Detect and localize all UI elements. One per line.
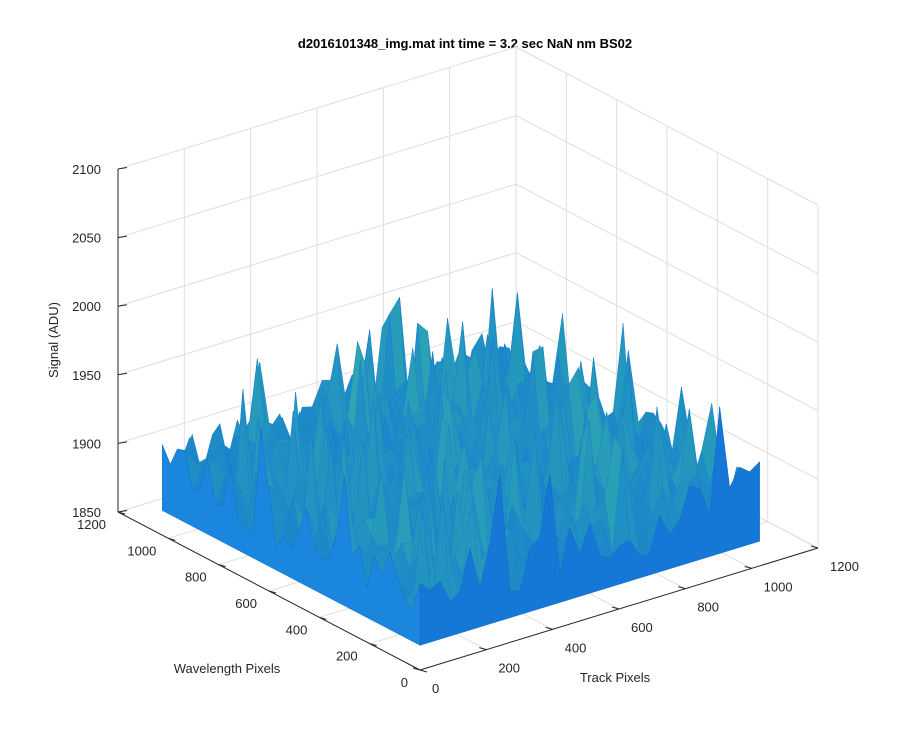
y-tick-mark	[168, 537, 176, 541]
grid-line-z-wall-b	[515, 46, 819, 206]
z-tick-mark	[117, 235, 128, 239]
grid-line-z-wall-b	[515, 115, 819, 275]
y-tick-labels: 0 200 400 600 800 1000 1200	[77, 517, 408, 690]
x-tick-label: 0	[432, 681, 439, 696]
z-tick-label: 2000	[72, 299, 101, 314]
x-tick-label: 800	[697, 600, 719, 615]
grid-line-z-wall-b	[515, 252, 819, 412]
x-tick-mark	[611, 606, 620, 610]
y-tick-mark	[117, 511, 126, 515]
y-tick-label: 800	[185, 570, 207, 585]
z-tick-labels: 1850 1900 1950 2000 2050 2100	[72, 162, 101, 520]
x-tick-mark	[678, 586, 686, 590]
y-tick-mark	[268, 590, 277, 594]
x-tick-mark	[479, 647, 487, 651]
x-axis-label: Track Pixels	[580, 670, 651, 685]
x-tick-label: 400	[565, 640, 587, 655]
x-tick-label: 600	[631, 620, 653, 635]
y-axis-label: Wavelength Pixels	[174, 661, 281, 676]
y-tick-label: 0	[401, 675, 408, 690]
z-tick-label: 1950	[72, 368, 101, 383]
z-tick-label: 2100	[72, 162, 101, 177]
x-tick-label: 200	[498, 661, 520, 676]
y-tick-label: 400	[286, 622, 308, 637]
x-tick-label: 1200	[830, 559, 859, 574]
x-tick-mark	[545, 626, 553, 630]
surface-plot	[162, 288, 760, 646]
grid-line-z-wall-b	[515, 183, 819, 343]
z-tick-mark	[117, 441, 128, 444]
z-tick-mark	[117, 167, 128, 170]
y-tick-mark	[419, 669, 428, 673]
y-tick-label: 200	[336, 649, 358, 664]
z-tick-label: 2050	[72, 231, 101, 246]
x-tick-mark	[744, 565, 752, 569]
chart-title: d2016101348_img.mat int time = 3.2 sec N…	[298, 36, 632, 51]
surface-skirt-front	[419, 406, 760, 646]
grid-line-z-wall-a	[117, 115, 517, 239]
z-tick-label: 1900	[72, 436, 101, 451]
x-tick-labels: 0 200 400 600 800 1000 1200	[432, 559, 859, 696]
x-tick-label: 1000	[764, 579, 793, 594]
y-tick-label: 1000	[127, 543, 156, 558]
grid-line-z-wall-a	[117, 183, 517, 307]
y-tick-label: 600	[235, 596, 257, 611]
grid-line-z-wall-a	[117, 46, 517, 170]
grid-line-z-wall-a	[117, 252, 517, 376]
tick-marks	[117, 167, 819, 673]
grid-line-z-wall-b	[515, 320, 819, 480]
y-tick-mark	[369, 643, 377, 647]
z-tick-mark	[117, 372, 128, 376]
surface-skirt-left	[162, 428, 421, 646]
y-tick-mark	[218, 564, 226, 568]
z-axis-label: Signal (ADU)	[46, 302, 61, 378]
z-tick-mark	[117, 510, 128, 513]
z-tick-label: 1850	[72, 505, 101, 520]
x-tick-mark	[412, 667, 421, 671]
y-tick-mark	[319, 616, 327, 620]
x-tick-mark	[810, 545, 819, 549]
y-tick-label: 1200	[77, 517, 106, 532]
z-tick-mark	[117, 304, 128, 307]
